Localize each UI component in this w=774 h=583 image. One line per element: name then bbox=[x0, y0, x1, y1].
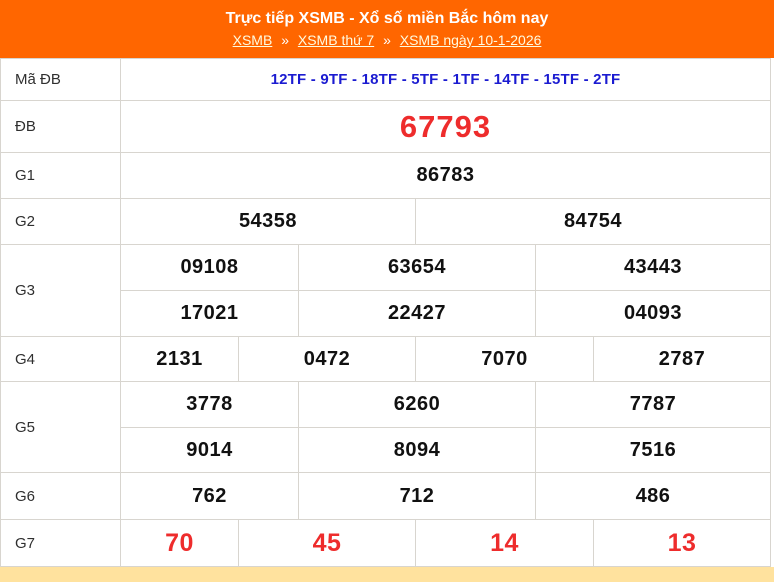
prize-cell: 45 bbox=[238, 519, 416, 567]
prize-cell: 09108 bbox=[120, 244, 299, 291]
prize-cell: 2131 bbox=[120, 336, 239, 382]
row-label-g7: G7 bbox=[0, 519, 121, 567]
prize-cell: 43443 bbox=[534, 244, 772, 291]
jackpot-number: 67793 bbox=[119, 100, 772, 153]
breadcrumb-separator: » bbox=[383, 32, 391, 48]
row-label-g1: G1 bbox=[0, 152, 121, 199]
prize-cell: 22427 bbox=[298, 290, 536, 337]
table-row-g3-line1: G3 09108 63654 43443 bbox=[0, 244, 772, 337]
breadcrumb-link-xsmb-date[interactable]: XSMB ngày 10-1-2026 bbox=[399, 32, 542, 48]
row-label-g5: G5 bbox=[0, 381, 121, 473]
prize-cell: 762 bbox=[120, 472, 299, 520]
bottom-accent-bar bbox=[0, 567, 774, 582]
table-row-db: ĐB 67793 bbox=[0, 100, 772, 153]
breadcrumb: XSMB » XSMB thứ 7 » XSMB ngày 10-1-2026 bbox=[233, 31, 542, 49]
table-row-g1: G1 86783 bbox=[0, 152, 772, 199]
breadcrumb-link-xsmb[interactable]: XSMB bbox=[232, 32, 273, 48]
breadcrumb-link-xsmb-thu-7[interactable]: XSMB thứ 7 bbox=[297, 32, 375, 48]
row-label-db: ĐB bbox=[0, 100, 121, 153]
page-title: Trực tiếp XSMB - Xổ số miền Bắc hôm nay bbox=[225, 10, 549, 27]
prize-cell: 7070 bbox=[415, 336, 594, 382]
results-table-container: Mã ĐB 12TF - 9TF - 18TF - 5TF - 1TF - 14… bbox=[0, 58, 774, 567]
table-row-ma-db: Mã ĐB 12TF - 9TF - 18TF - 5TF - 1TF - 14… bbox=[0, 58, 772, 101]
row-label-ma-db: Mã ĐB bbox=[0, 58, 121, 101]
breadcrumb-separator: » bbox=[281, 32, 289, 48]
prize-cell: 63654 bbox=[298, 244, 536, 291]
prize-cell: 86783 bbox=[119, 152, 772, 199]
table-row-g5-line2: 9014 8094 7516 bbox=[1, 427, 772, 473]
special-code-value: 12TF - 9TF - 18TF - 5TF - 1TF - 14TF - 1… bbox=[119, 58, 772, 101]
prize-cell: 9014 bbox=[120, 427, 299, 473]
table-row-g2: G2 54358 84754 bbox=[0, 198, 772, 245]
prize-cell: 04093 bbox=[534, 290, 772, 337]
row-label-g4: G4 bbox=[0, 336, 121, 382]
table-row-g4: G4 2131 0472 7070 2787 bbox=[0, 336, 772, 382]
prize-cell: 7787 bbox=[534, 381, 772, 428]
row-label-g3: G3 bbox=[0, 244, 121, 337]
prize-cell: 13 bbox=[592, 519, 772, 567]
table-row-g3-line2: 17021 22427 04093 bbox=[1, 290, 772, 337]
prize-cell: 0472 bbox=[238, 336, 416, 382]
page-header: Trực tiếp XSMB - Xổ số miền Bắc hôm nay … bbox=[0, 0, 774, 58]
prize-cell: 84754 bbox=[414, 198, 772, 245]
prize-cell: 2787 bbox=[592, 336, 772, 382]
prize-cell: 54358 bbox=[120, 198, 416, 245]
prize-cell: 17021 bbox=[120, 290, 299, 337]
table-row-g6: G6 762 712 486 bbox=[0, 472, 772, 520]
results-table: Mã ĐB 12TF - 9TF - 18TF - 5TF - 1TF - 14… bbox=[0, 58, 772, 567]
prize-cell: 7516 bbox=[534, 427, 772, 473]
prize-cell: 6260 bbox=[298, 381, 536, 428]
prize-cell: 486 bbox=[534, 472, 772, 520]
prize-cell: 3778 bbox=[120, 381, 299, 428]
prize-cell: 70 bbox=[120, 519, 239, 567]
prize-cell: 14 bbox=[415, 519, 594, 567]
table-row-g7: G7 70 45 14 13 bbox=[0, 519, 772, 567]
prize-cell: 8094 bbox=[298, 427, 536, 473]
row-label-g2: G2 bbox=[0, 198, 121, 245]
table-row-g5-line1: G5 3778 6260 7787 bbox=[0, 381, 772, 473]
prize-cell: 712 bbox=[298, 472, 536, 520]
row-label-g6: G6 bbox=[0, 472, 121, 520]
